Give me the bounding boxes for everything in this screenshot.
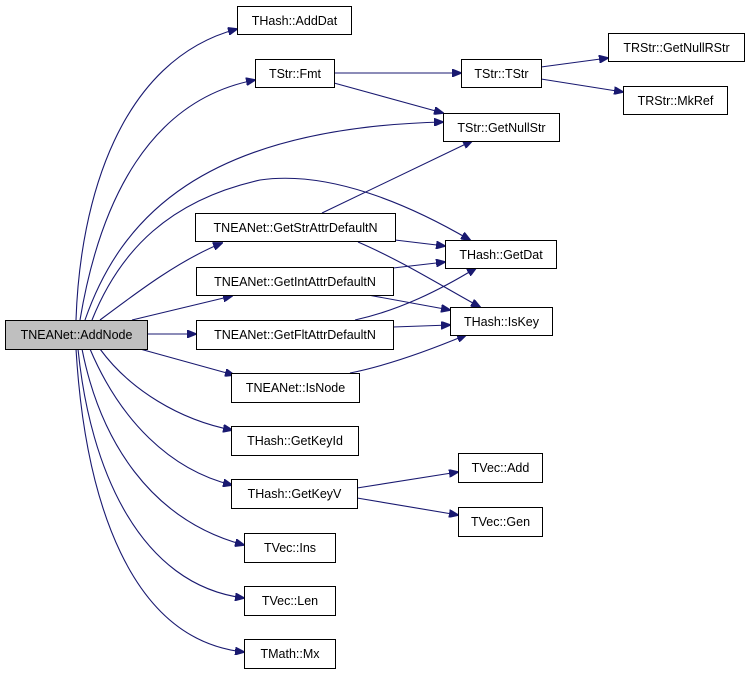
node-mkref[interactable]: TRStr::MkRef bbox=[623, 86, 728, 115]
node-getkeyid[interactable]: THash::GetKeyId bbox=[231, 426, 359, 456]
edge-addnode-getint bbox=[131, 296, 232, 321]
node-vecadd[interactable]: TVec::Add bbox=[458, 453, 543, 483]
edge-addnode-getdat bbox=[91, 177, 470, 321]
edge-addnode-getnullstr bbox=[84, 122, 443, 321]
node-vecgen[interactable]: TVec::Gen bbox=[458, 507, 543, 537]
node-mx[interactable]: TMath::Mx bbox=[244, 639, 336, 669]
node-getnullrstr[interactable]: TRStr::GetNullRStr bbox=[608, 33, 745, 62]
edge-isnode-iskey bbox=[349, 335, 466, 374]
edge-addnode-isnode bbox=[139, 348, 234, 375]
edge-getstr-iskey bbox=[357, 241, 480, 307]
node-len[interactable]: TVec::Len bbox=[244, 586, 336, 616]
edge-getkeyv-vecadd bbox=[356, 472, 458, 489]
edge-addnode-mx bbox=[75, 348, 244, 652]
edge-getflt-getdat bbox=[354, 268, 476, 321]
edge-tstr-getnullrstr bbox=[540, 58, 608, 68]
node-getflt[interactable]: TNEANet::GetFltAttrDefaultN bbox=[196, 320, 394, 350]
node-addnode[interactable]: TNEANet::AddNode bbox=[5, 320, 148, 350]
node-tstr[interactable]: TStr::TStr bbox=[461, 59, 542, 88]
edge-getint-getdat bbox=[392, 262, 445, 269]
node-ins[interactable]: TVec::Ins bbox=[244, 533, 336, 563]
edge-addnode-getstr bbox=[99, 243, 222, 321]
edge-getflt-iskey bbox=[392, 325, 450, 327]
node-fmt[interactable]: TStr::Fmt bbox=[255, 59, 335, 88]
edge-addnode-adddat bbox=[75, 29, 237, 321]
node-isnode[interactable]: TNEANet::IsNode bbox=[231, 373, 360, 403]
edge-getstr-getnullstr bbox=[321, 141, 472, 214]
edge-getstr-getdat bbox=[394, 239, 445, 246]
edge-getkeyv-vecgen bbox=[356, 497, 458, 515]
node-getstr[interactable]: TNEANet::GetStrAttrDefaultN bbox=[195, 213, 396, 242]
node-getint[interactable]: TNEANet::GetIntAttrDefaultN bbox=[196, 267, 394, 296]
node-getdat[interactable]: THash::GetDat bbox=[445, 240, 557, 269]
edge-tstr-mkref bbox=[540, 78, 623, 92]
edge-addnode-getkeyv bbox=[89, 348, 232, 485]
node-getkeyv[interactable]: THash::GetKeyV bbox=[231, 479, 358, 509]
edge-fmt-getnullstr bbox=[333, 82, 443, 113]
edge-addnode-len bbox=[77, 348, 244, 598]
edge-addnode-fmt bbox=[79, 80, 255, 321]
node-iskey[interactable]: THash::IsKey bbox=[450, 307, 553, 336]
edge-addnode-ins bbox=[81, 348, 244, 545]
edge-addnode-getkeyid bbox=[99, 348, 232, 430]
node-adddat[interactable]: THash::AddDat bbox=[237, 6, 352, 35]
node-getnullstr[interactable]: TStr::GetNullStr bbox=[443, 113, 560, 142]
